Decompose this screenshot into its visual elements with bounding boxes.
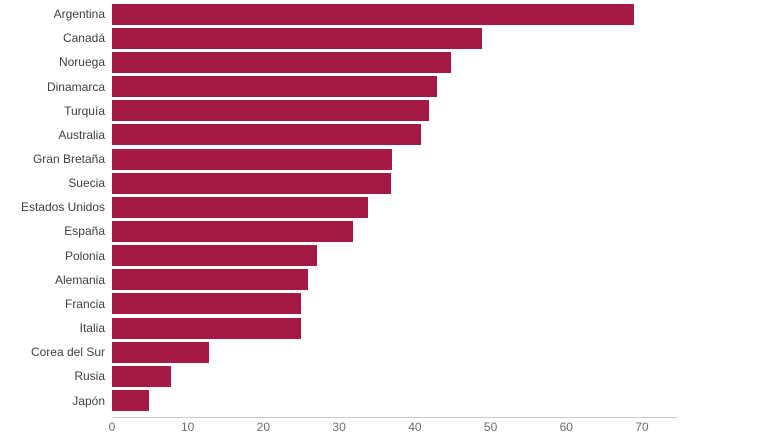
chart-row: Australia bbox=[0, 123, 768, 147]
chart-row: Alemania bbox=[0, 268, 768, 292]
chart-rows: Argentina Canadá Noruega Dinamarca Turquía Au… bbox=[0, 2, 768, 413]
bar bbox=[112, 27, 482, 49]
x-tick-label: 20 bbox=[256, 420, 271, 432]
category-label: Gran Bretaña bbox=[32, 152, 105, 167]
category-label: Argentina bbox=[53, 7, 105, 22]
category-label: Rusia bbox=[74, 369, 105, 384]
bar bbox=[112, 341, 209, 363]
x-tick-label: 50 bbox=[483, 420, 498, 432]
chart-row: España bbox=[0, 219, 768, 243]
chart-row: Corea del Sur bbox=[0, 340, 768, 364]
chart-row: Dinamarca bbox=[0, 74, 768, 98]
bar bbox=[112, 365, 172, 387]
category-label: Italia bbox=[79, 321, 105, 336]
category-label: Suecia bbox=[68, 176, 105, 191]
category-label: Japón bbox=[72, 393, 105, 408]
chart-row: Rusia bbox=[0, 364, 768, 388]
category-label: España bbox=[64, 224, 105, 239]
chart-row: Noruega bbox=[0, 50, 768, 74]
chart-row: Estados Unidos bbox=[0, 195, 768, 219]
x-tick-label: 0 bbox=[108, 420, 116, 432]
bar bbox=[112, 100, 430, 122]
category-label: Australia bbox=[58, 127, 105, 142]
category-label: Corea del Sur bbox=[30, 345, 105, 360]
bar bbox=[112, 76, 437, 98]
bar bbox=[112, 245, 318, 267]
category-label: Dinamarca bbox=[46, 79, 105, 94]
bar bbox=[112, 148, 393, 170]
bar bbox=[112, 196, 368, 218]
bar bbox=[112, 220, 353, 242]
bar bbox=[112, 3, 635, 25]
bar bbox=[112, 293, 302, 315]
bar bbox=[112, 317, 302, 339]
bar bbox=[112, 269, 309, 291]
chart-row: Italia bbox=[0, 316, 768, 340]
x-tick-label: 10 bbox=[181, 420, 195, 432]
chart-row: Turquía bbox=[0, 99, 768, 123]
category-label: Noruega bbox=[58, 55, 105, 70]
category-label: Alemania bbox=[54, 272, 105, 287]
x-tick-label: 70 bbox=[635, 420, 649, 432]
chart-row: Canadá bbox=[0, 26, 768, 50]
chart-row: Gran Bretaña bbox=[0, 147, 768, 171]
bar bbox=[112, 172, 392, 194]
category-label: Turquía bbox=[64, 103, 105, 118]
bar bbox=[112, 390, 150, 412]
chart-row: Argentina bbox=[0, 2, 768, 26]
category-label: Estados Unidos bbox=[20, 200, 105, 215]
chart-row: Suecia bbox=[0, 171, 768, 195]
x-tick-label: 40 bbox=[408, 420, 422, 432]
x-tick-label: 30 bbox=[332, 420, 346, 432]
x-axis-line bbox=[112, 417, 678, 418]
bar bbox=[112, 124, 421, 146]
chart-row: Japón bbox=[0, 389, 768, 413]
x-axis-tick-labels: 0 10 20 30 40 50 60 70 bbox=[0, 421, 768, 432]
chart-row: Francia bbox=[0, 292, 768, 316]
chart-row: Polonia bbox=[0, 244, 768, 268]
category-label: Polonia bbox=[64, 248, 105, 263]
x-tick-label: 60 bbox=[559, 420, 573, 432]
bar bbox=[112, 51, 452, 73]
category-label: Canadá bbox=[62, 31, 105, 46]
category-label: Francia bbox=[64, 296, 105, 311]
